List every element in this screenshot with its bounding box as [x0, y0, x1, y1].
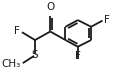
Text: F: F [74, 51, 80, 61]
Text: S: S [31, 50, 38, 60]
Text: F: F [14, 26, 20, 36]
Text: CH₃: CH₃ [2, 59, 21, 69]
Text: O: O [46, 3, 54, 13]
Text: F: F [104, 15, 109, 25]
